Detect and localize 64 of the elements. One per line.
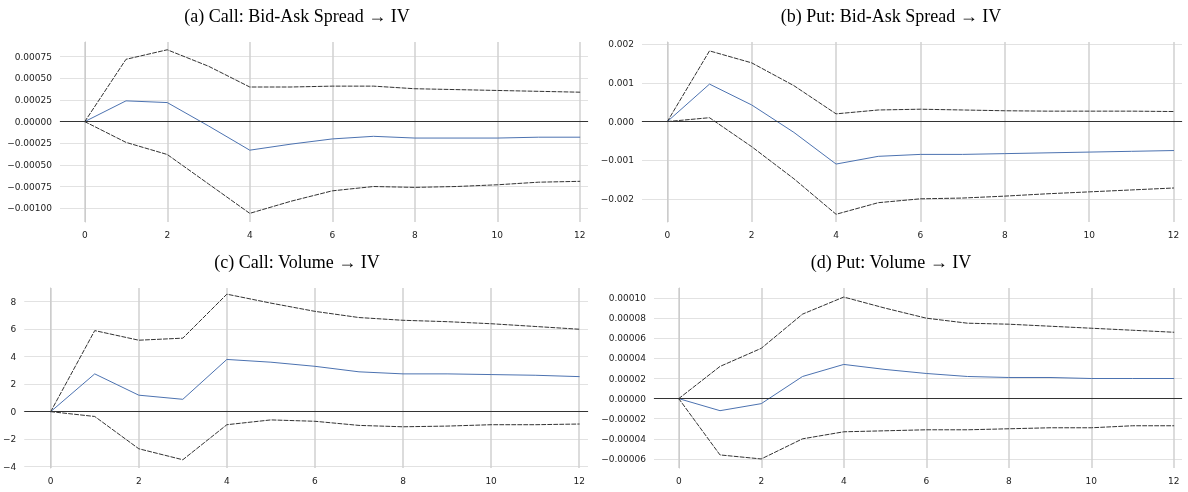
line-series: [84, 100, 581, 151]
y-tick-label: −0.00025: [7, 138, 52, 149]
y-tick-label: −0.00006: [601, 453, 647, 464]
y-tick-label: 0.000: [608, 116, 635, 127]
x-tick-label: 0: [81, 229, 88, 240]
x-tick-label: 6: [917, 229, 924, 240]
x-tick-label: 6: [329, 229, 336, 240]
x-tick-label: 10: [1085, 475, 1098, 486]
y-tick-label: −0.00050: [7, 159, 53, 170]
y-tick-label: −2: [2, 434, 17, 445]
y-tick-label: 0.002: [608, 39, 634, 50]
x-tick-label: 4: [223, 475, 230, 486]
y-tick-label: −0.002: [600, 193, 634, 204]
x-tick-label: 4: [840, 475, 847, 486]
y-tick-label: 0: [10, 406, 17, 417]
x-tick-label: 2: [748, 229, 755, 240]
chart-title: (d) Put: Volume → IV: [810, 252, 972, 273]
x-tick-label: 2: [758, 475, 765, 486]
x-tick-label: 2: [135, 475, 142, 486]
line-series: [666, 83, 1175, 165]
x-tick-label: 0: [675, 475, 682, 486]
x-tick-label: 12: [1167, 229, 1180, 240]
y-tick-label: −4: [2, 461, 17, 472]
line-series: [678, 363, 1175, 412]
y-tick-label: 4: [10, 351, 17, 362]
y-tick-label: 8: [10, 296, 17, 307]
y-tick-label: 0.00008: [608, 313, 647, 324]
x-tick-label: 12: [573, 475, 585, 486]
y-tick-label: −0.00004: [601, 433, 647, 444]
chart-title: (c) Call: Volume → IV: [214, 252, 380, 273]
x-tick-label: 10: [485, 475, 498, 486]
y-tick-label: −0.00002: [601, 413, 646, 424]
x-tick-label: 12: [574, 229, 586, 240]
y-tick-label: 0.00006: [608, 333, 647, 344]
y-tick-label: 0.00010: [608, 293, 647, 304]
x-tick-label: 8: [411, 229, 418, 240]
y-tick-label: 0.001: [608, 77, 634, 88]
y-tick-label: 2: [10, 379, 17, 390]
y-tick-label: 0.00025: [14, 94, 52, 105]
y-tick-label: 0.00000: [14, 116, 53, 127]
y-tick-label: 6: [10, 324, 17, 335]
y-tick-label: −0.00100: [7, 203, 53, 214]
y-tick-label: 0.00050: [14, 73, 53, 84]
x-tick-label: 6: [923, 475, 930, 486]
chart-title: (a) Call: Bid-Ask Spread → IV: [184, 6, 410, 27]
line-series: [50, 358, 580, 413]
x-tick-label: 4: [833, 229, 840, 240]
x-tick-label: 12: [1168, 475, 1180, 486]
y-tick-label: 0.00000: [608, 393, 647, 404]
x-tick-label: 8: [1001, 229, 1008, 240]
x-tick-label: 8: [400, 475, 407, 486]
y-tick-label: 0.00004: [608, 353, 647, 364]
chart-title: (b) Put: Bid-Ask Spread → IV: [780, 6, 1002, 27]
x-tick-label: 0: [664, 229, 671, 240]
y-tick-label: −0.001: [600, 155, 634, 166]
y-tick-label: −0.00075: [7, 181, 52, 192]
x-tick-label: 10: [491, 229, 504, 240]
y-tick-label: 0.00075: [14, 51, 52, 62]
x-tick-label: 4: [246, 229, 253, 240]
x-tick-label: 8: [1005, 475, 1012, 486]
x-tick-label: 6: [312, 475, 319, 486]
y-tick-label: 0.00002: [608, 373, 646, 384]
x-tick-label: 10: [1083, 229, 1096, 240]
x-tick-label: 2: [164, 229, 171, 240]
